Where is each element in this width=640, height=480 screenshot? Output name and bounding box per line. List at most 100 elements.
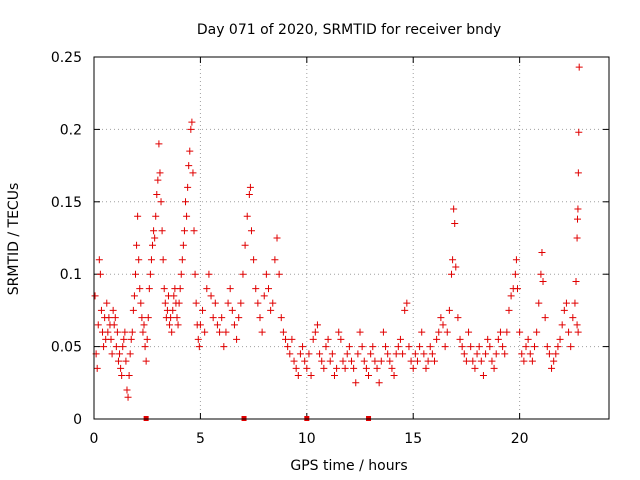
data-point bbox=[176, 285, 184, 293]
data-point bbox=[499, 343, 507, 351]
data-point bbox=[95, 256, 103, 264]
data-point bbox=[552, 350, 560, 358]
data-point bbox=[258, 328, 266, 336]
data-point bbox=[158, 227, 166, 235]
data-point bbox=[169, 306, 177, 314]
data-point bbox=[237, 299, 245, 307]
data-point bbox=[222, 328, 230, 336]
data-point bbox=[195, 343, 203, 351]
y-tick-label: 0.15 bbox=[51, 195, 82, 211]
data-point bbox=[260, 292, 268, 300]
data-point bbox=[216, 328, 224, 336]
data-point bbox=[130, 292, 138, 300]
data-point bbox=[97, 306, 105, 314]
data-point bbox=[379, 328, 387, 336]
data-point bbox=[433, 335, 441, 343]
data-point bbox=[475, 343, 483, 351]
data-point bbox=[292, 364, 300, 372]
data-point bbox=[284, 343, 292, 351]
data-point bbox=[571, 299, 579, 307]
data-point bbox=[173, 314, 181, 322]
data-point bbox=[309, 335, 317, 343]
data-point bbox=[409, 364, 417, 372]
data-point bbox=[550, 357, 558, 365]
data-point bbox=[145, 285, 153, 293]
data-point bbox=[390, 372, 398, 380]
data-point bbox=[484, 335, 492, 343]
data-point bbox=[301, 357, 309, 365]
y-tick-label: 0 bbox=[73, 412, 82, 428]
data-point bbox=[528, 357, 536, 365]
data-point bbox=[373, 364, 381, 372]
data-point bbox=[294, 372, 302, 380]
data-point bbox=[369, 343, 377, 351]
data-point bbox=[533, 328, 541, 336]
data-point bbox=[403, 299, 411, 307]
data-point bbox=[456, 335, 464, 343]
data-point bbox=[358, 343, 366, 351]
data-point bbox=[435, 328, 443, 336]
data-point bbox=[141, 343, 149, 351]
data-point bbox=[211, 299, 219, 307]
data-point bbox=[311, 328, 319, 336]
data-point bbox=[144, 314, 152, 322]
data-point bbox=[111, 314, 119, 322]
data-point bbox=[175, 299, 183, 307]
data-point bbox=[196, 321, 204, 329]
data-point bbox=[228, 306, 236, 314]
data-point bbox=[110, 321, 118, 329]
data-point bbox=[574, 169, 582, 177]
data-point bbox=[371, 357, 379, 365]
data-point bbox=[562, 299, 570, 307]
data-point bbox=[543, 343, 551, 351]
data-point bbox=[179, 241, 187, 249]
data-point bbox=[335, 328, 343, 336]
data-point bbox=[136, 285, 144, 293]
data-point bbox=[245, 191, 253, 199]
data-point bbox=[454, 314, 462, 322]
data-point bbox=[518, 350, 526, 358]
data-point bbox=[471, 364, 479, 372]
data-point bbox=[337, 335, 345, 343]
data-point bbox=[326, 357, 334, 365]
data-point bbox=[501, 350, 509, 358]
data-point bbox=[137, 299, 145, 307]
data-point bbox=[554, 343, 562, 351]
data-point bbox=[203, 285, 211, 293]
data-point bbox=[313, 321, 321, 329]
data-point bbox=[265, 285, 273, 293]
data-point bbox=[124, 393, 132, 401]
data-point bbox=[377, 357, 385, 365]
data-point bbox=[575, 128, 583, 136]
data-point bbox=[262, 270, 270, 278]
data-point bbox=[384, 350, 392, 358]
data-point bbox=[233, 335, 241, 343]
data-point bbox=[226, 285, 234, 293]
data-point bbox=[430, 357, 438, 365]
y-tick-label: 0.05 bbox=[51, 340, 82, 356]
data-point bbox=[167, 314, 175, 322]
data-point bbox=[477, 357, 485, 365]
data-point bbox=[333, 364, 341, 372]
data-point bbox=[161, 299, 169, 307]
data-point bbox=[503, 328, 511, 336]
y-axis-label: SRMTID / TECUs bbox=[6, 183, 22, 296]
data-point bbox=[118, 372, 126, 380]
data-point bbox=[91, 292, 99, 300]
data-point bbox=[486, 343, 494, 351]
data-point bbox=[339, 357, 347, 365]
data-point bbox=[574, 205, 582, 213]
x-axis-label: GPS time / hours bbox=[290, 458, 407, 474]
y-tick-label: 0.25 bbox=[51, 50, 82, 66]
data-point bbox=[443, 328, 451, 336]
x-tick-label: 10 bbox=[298, 431, 316, 447]
data-point bbox=[103, 299, 111, 307]
data-point bbox=[121, 328, 129, 336]
data-point bbox=[107, 335, 115, 343]
data-point bbox=[316, 350, 324, 358]
data-point bbox=[567, 343, 575, 351]
chart-title: Day 071 of 2020, SRMTID for receiver bnd… bbox=[197, 22, 501, 38]
data-point bbox=[535, 299, 543, 307]
data-point bbox=[469, 357, 477, 365]
data-point bbox=[138, 314, 146, 322]
